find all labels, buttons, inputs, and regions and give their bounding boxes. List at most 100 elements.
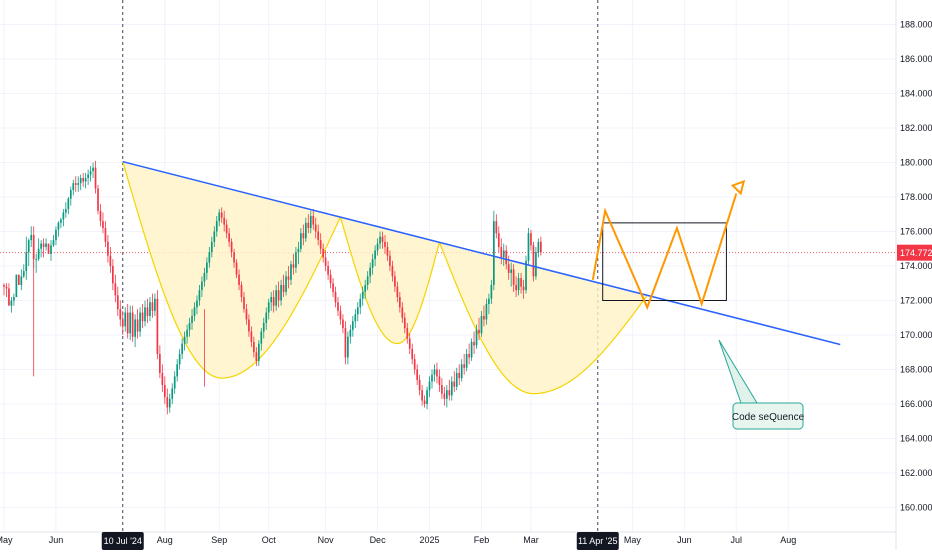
candle-body bbox=[398, 297, 401, 308]
candle-body bbox=[366, 276, 369, 285]
candle-body bbox=[163, 385, 166, 398]
candle-body bbox=[490, 284, 493, 299]
candle-body bbox=[522, 286, 525, 291]
candle-body bbox=[329, 274, 332, 284]
candle-body bbox=[507, 264, 510, 273]
candle-body bbox=[361, 291, 364, 299]
candle-body bbox=[290, 264, 292, 280]
candle-body bbox=[428, 381, 431, 391]
candle-body bbox=[505, 250, 508, 265]
candle-body bbox=[121, 319, 124, 327]
candle-body bbox=[35, 259, 38, 261]
candle-body bbox=[351, 321, 354, 330]
x-tick-label: May bbox=[0, 535, 13, 545]
candle-body bbox=[57, 222, 60, 230]
candle-body bbox=[97, 188, 99, 211]
candle-body bbox=[337, 302, 339, 311]
candle-body bbox=[342, 319, 344, 329]
candle-body bbox=[403, 317, 406, 329]
candle-body bbox=[67, 198, 70, 210]
candle-body bbox=[309, 215, 312, 229]
candle-body bbox=[327, 266, 329, 275]
candle-body bbox=[129, 312, 132, 334]
cup-curve bbox=[438, 242, 648, 395]
candle-body bbox=[149, 302, 151, 317]
drawings: Code seQuence bbox=[122, 160, 841, 430]
cup-curve bbox=[122, 161, 342, 379]
candle-body bbox=[196, 300, 198, 308]
candle-body bbox=[82, 178, 85, 182]
candle-body bbox=[349, 329, 352, 337]
candle-body bbox=[453, 381, 456, 387]
candle-body bbox=[302, 233, 305, 239]
candle-body bbox=[438, 376, 441, 386]
candle-body bbox=[112, 266, 114, 284]
marker-tag bbox=[101, 532, 144, 550]
candle-body bbox=[69, 190, 72, 199]
candle-body bbox=[443, 393, 446, 399]
y-tick-label: 188.000 bbox=[900, 20, 932, 30]
candle-body bbox=[535, 252, 537, 277]
candle-body bbox=[391, 266, 394, 277]
candle-body bbox=[22, 271, 25, 277]
candle-body bbox=[512, 269, 515, 285]
candle-body bbox=[416, 369, 419, 380]
annotation-text: Code seQuence bbox=[732, 412, 805, 423]
candle-body bbox=[478, 329, 480, 334]
candle-body bbox=[206, 262, 208, 273]
y-tick-label: 168.000 bbox=[900, 365, 932, 375]
x-tick-label: Jun bbox=[677, 535, 692, 545]
candle-body bbox=[220, 212, 223, 218]
candle-body bbox=[408, 338, 411, 349]
candle-body bbox=[74, 183, 77, 185]
candle-body bbox=[468, 353, 470, 358]
x-tick-label: Jun bbox=[49, 535, 64, 545]
candle-body bbox=[495, 221, 498, 234]
x-tick-label: Feb bbox=[474, 535, 490, 545]
candle-body bbox=[458, 372, 461, 379]
candle-body bbox=[497, 233, 500, 248]
candle-body bbox=[433, 369, 436, 375]
candle-body bbox=[13, 297, 15, 301]
candle-body bbox=[62, 212, 65, 220]
candle-body bbox=[304, 222, 307, 239]
y-tick-label: 174.000 bbox=[900, 261, 932, 271]
candle-body bbox=[374, 250, 376, 260]
grid bbox=[0, 0, 896, 532]
trendline bbox=[122, 160, 841, 346]
y-tick-label: 162.000 bbox=[900, 468, 932, 478]
candle-body bbox=[218, 212, 221, 222]
candle-body bbox=[146, 307, 149, 317]
candle-body bbox=[371, 259, 374, 268]
last-price-label: 174.772 bbox=[900, 248, 932, 258]
candle-body bbox=[413, 359, 416, 370]
candle-body bbox=[369, 267, 372, 277]
candle-body bbox=[144, 307, 146, 322]
candle-body bbox=[151, 302, 154, 311]
candle-body bbox=[334, 291, 337, 303]
candle-body bbox=[10, 300, 13, 306]
candle-body bbox=[384, 241, 386, 248]
candle-body bbox=[161, 372, 164, 386]
candle-body bbox=[515, 284, 517, 291]
candle-body bbox=[102, 221, 104, 229]
candle-body bbox=[72, 183, 75, 191]
candle-body bbox=[15, 274, 18, 298]
candle-body bbox=[411, 348, 414, 360]
candle-body bbox=[27, 240, 30, 253]
candle-body bbox=[186, 329, 188, 337]
candle-body bbox=[243, 297, 245, 310]
candle-body bbox=[280, 284, 282, 301]
candle-body bbox=[540, 241, 542, 253]
candle-body bbox=[401, 307, 404, 318]
candle-body bbox=[136, 319, 139, 332]
annotation-box bbox=[732, 402, 804, 430]
candle-body bbox=[183, 336, 186, 344]
candle-body bbox=[260, 331, 263, 344]
candle-body bbox=[188, 322, 191, 330]
candle-body bbox=[364, 284, 367, 292]
projection-arrowhead bbox=[730, 179, 746, 196]
candle-body bbox=[396, 286, 399, 298]
candle-body bbox=[116, 295, 119, 310]
candle-body bbox=[233, 252, 235, 263]
